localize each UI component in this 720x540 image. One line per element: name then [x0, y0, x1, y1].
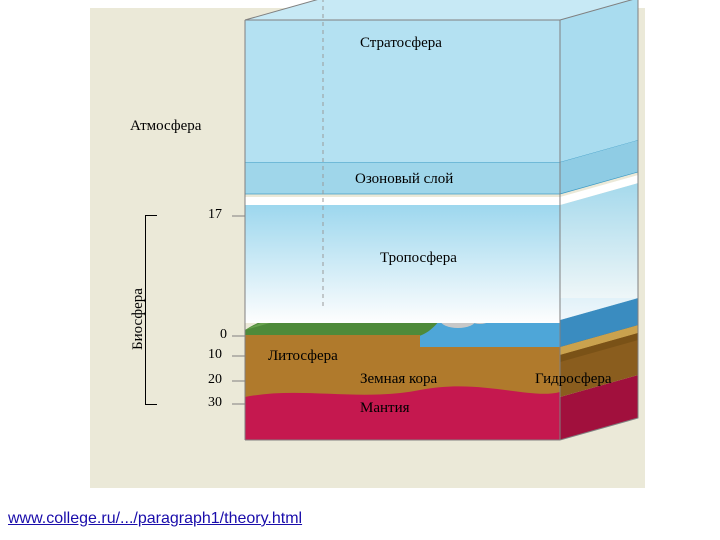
mantle-label: Мантия	[360, 400, 410, 417]
source-link[interactable]: www.college.ru/.../paragraph1/theory.htm…	[8, 510, 302, 528]
lithosphere-label: Литосфера	[268, 348, 338, 365]
crust-label: Земная кора	[360, 371, 437, 388]
troposphere-label: Тропосфера	[380, 250, 457, 267]
ozone-label: Озоновый слой	[355, 171, 453, 188]
stratosphere-label: Стратосфера	[360, 35, 442, 52]
hydrosphere-label: Гидросфера	[535, 371, 612, 388]
earth-layers-diagram	[0, 0, 720, 500]
